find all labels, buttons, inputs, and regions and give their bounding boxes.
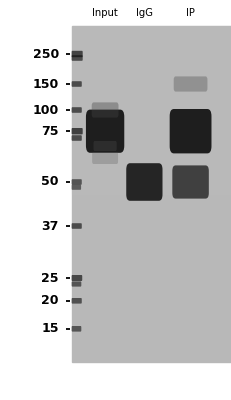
FancyBboxPatch shape [174,76,207,92]
Text: 15: 15 [41,322,59,335]
FancyBboxPatch shape [86,110,124,153]
Text: 37: 37 [42,220,59,232]
FancyBboxPatch shape [72,298,82,304]
FancyBboxPatch shape [72,326,81,332]
Text: 150: 150 [33,78,59,90]
FancyBboxPatch shape [72,223,82,229]
FancyBboxPatch shape [72,275,82,281]
FancyBboxPatch shape [72,179,82,185]
Text: 250: 250 [33,48,59,60]
Text: 20: 20 [41,294,59,307]
Text: IP: IP [186,8,195,18]
Bar [72,26,231,362]
Text: 75: 75 [41,125,59,138]
FancyBboxPatch shape [94,141,117,151]
FancyBboxPatch shape [72,51,83,57]
FancyBboxPatch shape [92,152,118,164]
FancyBboxPatch shape [72,55,83,61]
Text: 50: 50 [41,176,59,188]
FancyBboxPatch shape [72,107,82,113]
FancyBboxPatch shape [172,166,209,198]
Bar [72,26,231,194]
Text: Input: Input [92,8,118,18]
FancyBboxPatch shape [72,135,82,141]
FancyBboxPatch shape [72,282,81,286]
FancyBboxPatch shape [170,109,212,153]
FancyBboxPatch shape [72,81,82,87]
FancyBboxPatch shape [126,163,163,201]
Text: 100: 100 [33,104,59,116]
Text: IgG: IgG [136,8,153,18]
FancyBboxPatch shape [72,184,81,190]
Text: 25: 25 [41,272,59,284]
FancyBboxPatch shape [92,102,119,118]
FancyBboxPatch shape [72,128,83,134]
